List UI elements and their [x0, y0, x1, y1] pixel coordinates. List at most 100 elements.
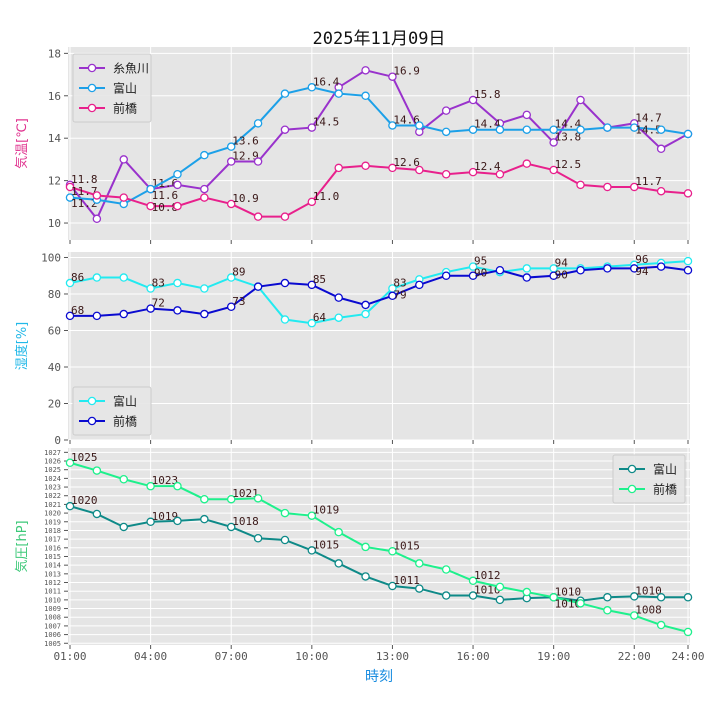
data-label: 1010: [635, 584, 662, 597]
data-point: [280, 89, 290, 98]
data-point: [576, 180, 585, 190]
data-point: [307, 197, 317, 207]
panel-2: 1005100610071008100910101011101210131014…: [14, 448, 705, 663]
data-label: 14.6: [393, 113, 420, 126]
legend-label: 富山: [653, 462, 677, 477]
data-point: [361, 161, 370, 171]
data-point: [334, 89, 343, 98]
data-point: [200, 193, 209, 202]
data-label: 72: [152, 297, 165, 310]
data-label: 89: [232, 266, 245, 279]
chart-title: 2025年11月09日: [313, 29, 446, 49]
data-point: [549, 593, 558, 602]
y-tick-label: 1026: [44, 458, 61, 466]
data-label: 11.8: [71, 173, 98, 186]
data-point: [334, 163, 343, 173]
data-point: [307, 123, 317, 132]
data-point: [280, 508, 290, 518]
y-tick-label: 1023: [44, 484, 61, 492]
plot-area: [68, 47, 690, 240]
data-point: [173, 278, 182, 288]
y-tick-label: 1011: [44, 588, 61, 596]
series-糸魚川: 11.8 11.6 12.9 14.5 16.9 15.8 13.8 14.7: [65, 65, 693, 224]
y-tick-label: 1024: [44, 475, 61, 483]
data-label: 12.9: [232, 150, 259, 163]
y-tick-label: 1020: [44, 510, 61, 518]
data-point: [630, 123, 639, 132]
data-point: [226, 273, 236, 282]
data-point: [334, 559, 343, 568]
series-前橋: 68 72 73 85 79 90 90 94: [65, 262, 693, 321]
data-point: [468, 95, 478, 105]
data-point: [495, 266, 505, 275]
y-tick-label: 1008: [44, 614, 61, 622]
x-tick-label: 10:00: [295, 650, 328, 663]
data-label: 96: [635, 253, 648, 266]
x-tick-label: 07:00: [215, 650, 248, 663]
y-tick-label: 12: [48, 175, 61, 188]
data-label: 11.0: [313, 190, 340, 203]
y-tick-label: 1022: [44, 492, 61, 500]
y-tick-label: 100: [41, 251, 61, 264]
data-label: 1012: [474, 569, 501, 582]
data-point: [683, 266, 693, 275]
data-point: [226, 157, 236, 166]
data-label: 94: [555, 256, 569, 269]
data-label: 1011: [393, 574, 420, 587]
data-point: [200, 150, 209, 160]
data-point: [65, 311, 75, 321]
data-point: [146, 481, 155, 491]
data-point: [441, 565, 451, 574]
y-tick-label: 60: [48, 324, 61, 337]
y-tick-label: 10: [48, 217, 61, 230]
series-line: [69, 461, 689, 633]
data-label: 1010: [555, 585, 582, 598]
data-point: [280, 125, 290, 134]
data-point: [495, 595, 505, 605]
data-point: [468, 591, 478, 600]
y-axis-label: 湿度[%]: [14, 322, 30, 371]
data-point: [92, 466, 102, 475]
data-point: [522, 587, 532, 597]
data-label: 1023: [152, 474, 179, 487]
data-point: [280, 278, 290, 288]
data-label: 1018: [232, 515, 259, 528]
data-point: [388, 121, 397, 130]
data-point: [415, 584, 424, 593]
data-point: [522, 159, 532, 168]
data-label: 11.6: [152, 177, 179, 190]
data-point: [656, 262, 666, 271]
data-point: [173, 170, 182, 179]
data-point: [65, 182, 75, 192]
data-point: [576, 599, 585, 608]
data-point: [226, 199, 236, 209]
data-point: [173, 481, 182, 491]
data-label: 68: [71, 304, 84, 317]
data-point: [280, 535, 290, 545]
data-point: [388, 291, 397, 301]
x-tick-label: 19:00: [537, 650, 570, 663]
y-tick-label: 40: [48, 361, 61, 374]
data-point: [226, 522, 236, 532]
x-tick-label: 04:00: [134, 650, 167, 663]
data-point: [253, 282, 263, 291]
data-point: [630, 592, 639, 601]
data-point: [522, 125, 532, 134]
data-label: 10.9: [232, 192, 259, 205]
data-point: [630, 264, 639, 273]
data-point: [200, 184, 209, 194]
y-tick-label: 1006: [44, 631, 61, 639]
data-point: [307, 546, 317, 555]
data-point: [173, 201, 182, 211]
data-label: 1025: [71, 451, 98, 464]
data-point: [361, 91, 370, 101]
data-label: 1021: [232, 487, 259, 500]
y-tick-label: 1015: [44, 553, 61, 561]
data-point: [683, 593, 693, 602]
data-point: [146, 517, 155, 527]
data-point: [495, 125, 505, 134]
series-line: [70, 265, 689, 317]
